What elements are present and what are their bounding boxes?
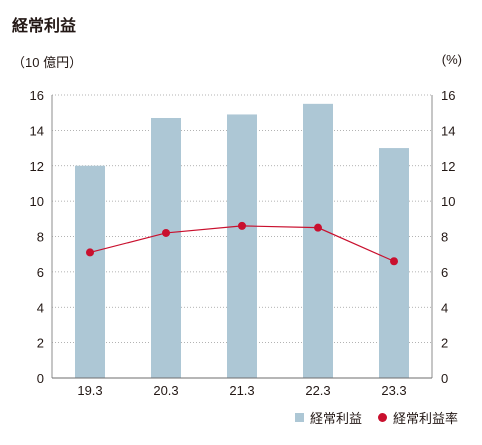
y-tick-right-6: 6 <box>441 265 448 280</box>
bar-21.3 <box>227 114 257 379</box>
x-tick-22.3: 22.3 <box>305 383 330 398</box>
bar-20.3 <box>151 117 181 379</box>
line-point-22.3 <box>314 223 322 232</box>
y-tick-right-8: 8 <box>441 230 448 245</box>
line-point-21.3 <box>238 221 246 230</box>
y-tick-left-8: 8 <box>37 230 44 245</box>
legend-item-bar: 経常利益 <box>295 408 362 427</box>
y-tick-right-16: 16 <box>441 88 455 103</box>
right-axis-unit-label: (%) <box>441 52 462 67</box>
left-axis-unit-label: （10 億円） <box>12 55 83 70</box>
line-point-23.3 <box>390 257 398 266</box>
legend-line-label: 経常利益率 <box>393 411 459 426</box>
bar-22.3 <box>303 103 333 378</box>
legend-line-marker <box>378 413 387 422</box>
y-tick-left-0: 0 <box>37 371 44 386</box>
y-tick-right-14: 14 <box>441 123 455 138</box>
y-tick-left-10: 10 <box>30 194 44 209</box>
y-tick-right-4: 4 <box>441 300 448 315</box>
y-tick-right-12: 12 <box>441 159 455 174</box>
y-tick-left-6: 6 <box>37 265 44 280</box>
x-tick-23.3: 23.3 <box>381 383 406 398</box>
y-tick-left-2: 2 <box>37 336 44 351</box>
y-tick-left-4: 4 <box>37 300 44 315</box>
y-tick-right-2: 2 <box>441 336 448 351</box>
line-point-20.3 <box>162 228 170 237</box>
chart-title: 経常利益 <box>12 18 77 35</box>
y-tick-right-0: 0 <box>441 371 448 386</box>
y-tick-left-14: 14 <box>30 123 44 138</box>
legend-bar-swatch <box>295 413 304 422</box>
x-tick-20.3: 20.3 <box>153 383 178 398</box>
y-tick-left-12: 12 <box>30 159 44 174</box>
y-tick-left-16: 16 <box>30 88 44 103</box>
line-point-19.3 <box>86 248 94 257</box>
y-tick-right-10: 10 <box>441 194 455 209</box>
legend-bar-label: 経常利益 <box>310 411 363 426</box>
bar-19.3 <box>75 165 105 378</box>
legend-item-line: 経常利益率 <box>378 408 458 427</box>
x-tick-19.3: 19.3 <box>77 383 102 398</box>
x-tick-21.3: 21.3 <box>229 383 254 398</box>
